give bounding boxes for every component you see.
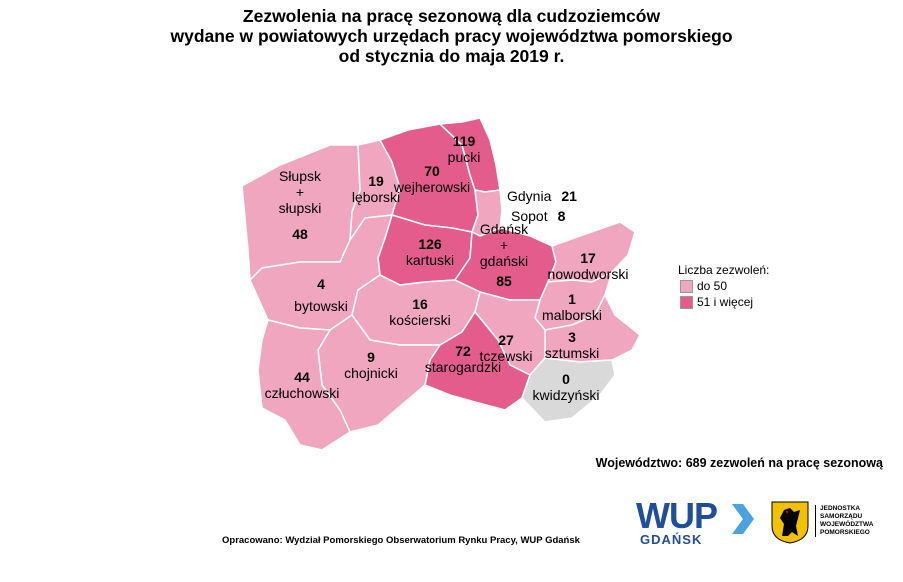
- district-value-nowodworski: 17: [580, 250, 596, 266]
- district-name-koscierski-0: kościerski: [389, 312, 451, 328]
- legend-label-low: do 50: [697, 279, 728, 293]
- district-name-malborski-0: malborski: [542, 307, 602, 323]
- district-value-czluchowski: 44: [294, 369, 310, 385]
- legend-swatch-low: [680, 279, 693, 293]
- jst-line-4: POMORSKIEGO: [820, 529, 870, 536]
- district-value-kwidzynski: 0: [562, 371, 570, 387]
- title-line-1: Zezwolenia na pracę sezonową dla cudzozi…: [242, 6, 661, 26]
- city-label-gdynia: Gdynia 21: [507, 188, 577, 204]
- district-label-tczewski: 27 tczewski: [480, 332, 533, 364]
- district-value-koscierski: 16: [412, 296, 428, 312]
- district-label-wejherowski: 70 wejherowski: [394, 163, 470, 195]
- chevron-right-icon: [732, 504, 754, 534]
- map-title: Zezwolenia na pracę sezonową dla cudzozi…: [0, 6, 903, 66]
- district-value-sztumski: 3: [568, 329, 576, 345]
- legend-title: Liczba zezwoleń:: [678, 263, 770, 277]
- district-value-leborski: 19: [368, 173, 384, 189]
- title-line-2: wydane w powiatowych urzędach pracy woje…: [170, 26, 733, 46]
- wup-logo-main: WUP: [636, 495, 718, 536]
- district-label-malborski: 1 malborski: [542, 291, 602, 323]
- city-name-sopot: Sopot: [511, 208, 548, 224]
- city-name-gdynia: Gdynia: [507, 188, 552, 204]
- district-shape-czluchowski[interactable]: [257, 319, 351, 451]
- district-value-wejherowski: 70: [424, 163, 440, 179]
- district-name-leborski-0: lęborski: [351, 189, 401, 205]
- district-label-kartuski: 126 kartuski: [406, 236, 454, 268]
- district-label-leborski: 19 lęborski: [352, 173, 400, 205]
- legend-swatch-high: [680, 295, 693, 309]
- district-label-czluchowski: 44 człuchowski: [265, 369, 340, 401]
- city-value-gdynia: 21: [561, 188, 577, 204]
- district-value-chojnicki: 9: [367, 349, 375, 365]
- district-name-slupski-1: +: [295, 184, 305, 200]
- legend-item-high: 51 i więcej: [680, 294, 769, 310]
- district-name-nowodworski-0: nowodworski: [547, 266, 629, 282]
- district-value-gdanski: 85: [496, 273, 512, 289]
- district-name-chojnicki-0: chojnicki: [344, 365, 398, 381]
- district-label-nowodworski: 17 nowodworski: [548, 250, 629, 282]
- district-name-gdanski-0: Gdańsk: [479, 221, 529, 237]
- district-name-bytowski-0: bytowski: [294, 298, 348, 314]
- legend-item-low: do 50: [680, 278, 769, 294]
- district-value-kartuski: 126: [418, 236, 442, 252]
- jst-line-3: WOJEWÓDZTWA: [820, 521, 874, 528]
- district-label-pucki: 119 pucki: [448, 133, 481, 165]
- district-name-pucki-0: pucki: [447, 149, 481, 165]
- district-label-sztumski: 3 sztumski: [545, 329, 599, 361]
- district-label-starogardzki: 72 starogardzki: [425, 343, 501, 375]
- jst-line-1: JEDNOSTKA: [820, 505, 861, 512]
- district-name-gdanski-2: gdański: [479, 253, 529, 269]
- wup-logo: WUP GDAŃSK: [636, 498, 756, 548]
- district-label-slupski: Słupsk + słupski 48: [279, 168, 322, 242]
- district-name-gdanski-1: +: [499, 237, 509, 253]
- district-label-koscierski: 16 kościerski: [389, 296, 450, 328]
- map-legend: Liczba zezwoleń: do 50 51 i więcej: [678, 262, 769, 310]
- district-name-kartuski-0: kartuski: [405, 252, 455, 268]
- district-label-kwidzynski: 0 kwidzyński: [533, 371, 600, 403]
- griffin-crest-icon: [771, 501, 809, 544]
- province-total: Województwo: 689 zezwoleń na pracę sezon…: [595, 456, 883, 470]
- district-value-bytowski: 4: [317, 276, 325, 292]
- city-label-sopot: Sopot 8: [511, 208, 565, 224]
- wup-logo-sub: GDAŃSK: [640, 532, 703, 547]
- district-label-chojnicki: 9 chojnicki: [344, 349, 398, 381]
- legend-label-high: 51 i więcej: [697, 295, 754, 309]
- district-label-bytowski: 4 bytowski: [294, 276, 348, 314]
- district-value-pucki: 119: [452, 133, 476, 149]
- district-value-tczewski: 27: [498, 332, 514, 348]
- jst-line-2: SAMORZĄDU: [820, 513, 863, 520]
- district-shape-kwidzynski[interactable]: [521, 357, 616, 423]
- district-name-tczewski-0: tczewski: [479, 348, 533, 364]
- district-name-slupski-2: słupski: [278, 200, 322, 216]
- district-name-starogardzki-0: starogardzki: [424, 359, 502, 375]
- district-value-starogardzki: 72: [455, 343, 471, 359]
- jst-logo-text: JEDNOSTKA SAMORZĄDU WOJEWÓDZTWA POMORSKI…: [815, 505, 873, 537]
- district-name-wejherowski-0: wejherowski: [393, 179, 471, 195]
- city-value-sopot: 8: [557, 208, 566, 224]
- district-value-malborski: 1: [568, 291, 576, 307]
- title-line-3: od stycznia do maja 2019 r.: [338, 46, 565, 66]
- district-name-czluchowski-0: człuchowski: [264, 385, 340, 401]
- district-value-slupski: 48: [292, 226, 308, 242]
- district-name-kwidzynski-0: kwidzyński: [532, 387, 600, 403]
- district-name-sztumski-0: sztumski: [544, 345, 600, 361]
- source-note: Opracowano: Wydział Pomorskiego Obserwat…: [222, 535, 580, 546]
- district-name-slupski-0: Słupsk: [278, 168, 322, 184]
- district-label-gdanski: Gdańsk + gdański 85: [480, 221, 528, 289]
